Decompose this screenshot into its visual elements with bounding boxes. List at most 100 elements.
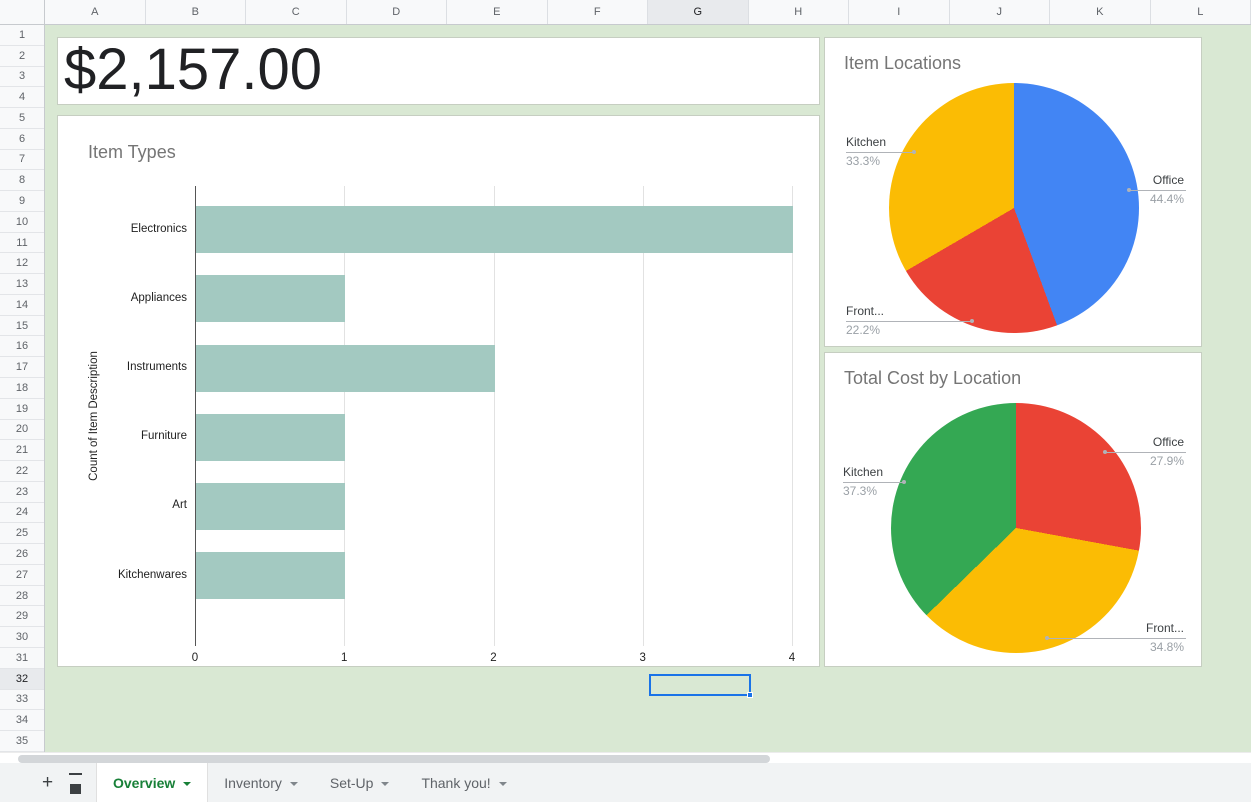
sheet-tab-label: Overview <box>113 774 176 791</box>
selected-cell[interactable] <box>649 674 753 698</box>
item-locations-pie[interactable] <box>889 83 1139 333</box>
column-header-a[interactable]: A <box>45 0 146 24</box>
row-header-33[interactable]: 33 <box>0 690 44 711</box>
column-header-l[interactable]: L <box>1151 0 1251 24</box>
bar-chart-gridline <box>642 186 644 646</box>
pie-slice-percent: 34.8% <box>1149 640 1184 654</box>
bar-chart-x-tick: 2 <box>490 652 497 664</box>
row-header-12[interactable]: 12 <box>0 253 44 275</box>
row-header-8[interactable]: 8 <box>0 170 44 192</box>
sheet-tab-overview[interactable]: Overview <box>96 763 209 802</box>
row-header-5[interactable]: 5 <box>0 108 44 129</box>
horizontal-scrollbar-thumb[interactable] <box>18 755 770 763</box>
row-header-11[interactable]: 11 <box>0 233 44 254</box>
row-header-25[interactable]: 25 <box>0 523 44 545</box>
row-header-13[interactable]: 13 <box>0 274 44 295</box>
row-header-30[interactable]: 30 <box>0 627 44 648</box>
sheet-tab-label: Inventory <box>224 774 282 791</box>
row-header-21[interactable]: 21 <box>0 440 44 462</box>
row-header-24[interactable]: 24 <box>0 503 44 524</box>
row-header-34[interactable]: 34 <box>0 710 44 732</box>
pie-slice-percent: 33.3% <box>846 154 881 168</box>
row-header-15[interactable]: 15 <box>0 316 44 337</box>
column-header-i[interactable]: I <box>849 0 950 24</box>
bar-chart-x-tick: 3 <box>639 652 646 664</box>
column-header-b[interactable]: B <box>146 0 246 24</box>
row-header-7[interactable]: 7 <box>0 150 44 171</box>
row-header-10[interactable]: 10 <box>0 212 44 233</box>
row-header-26[interactable]: 26 <box>0 544 44 565</box>
sheet-grid[interactable]: $2,157.00 Item Types Count of Item Descr… <box>45 25 1251 752</box>
column-header-d[interactable]: D <box>347 0 447 24</box>
select-all-corner[interactable] <box>0 0 45 25</box>
sheet-tab-dropdown-icon[interactable] <box>498 781 507 786</box>
pie-slice-percent: 27.9% <box>1149 454 1184 468</box>
bar-chart-gridline <box>493 186 495 646</box>
sheet-tab-dropdown-icon[interactable] <box>183 781 192 786</box>
row-header-2[interactable]: 2 <box>0 46 44 67</box>
row-header-3[interactable]: 3 <box>0 67 44 88</box>
row-header-19[interactable]: 19 <box>0 399 44 420</box>
row-header-27[interactable]: 27 <box>0 565 44 586</box>
horizontal-scrollbar[interactable] <box>0 752 1251 763</box>
sheet-tab-label: Set-Up <box>329 774 374 791</box>
row-headers: 1 2 3 4 5 6 7 8 9 10 11 12 13 14 15 16 17 18 19 20 21 22 23 24 2… <box>0 25 45 752</box>
row-header-6[interactable]: 6 <box>0 129 44 150</box>
column-header-j[interactable]: J <box>950 0 1050 24</box>
total-value-text: $2,157.00 <box>64 37 323 102</box>
row-header-4[interactable]: 4 <box>0 87 44 109</box>
fill-handle[interactable] <box>747 692 753 698</box>
total-cost-pie[interactable] <box>891 403 1141 653</box>
bar-chart-title: Item Types <box>88 142 176 162</box>
pie-slice-label: Office <box>1152 435 1184 449</box>
total-cost-by-location-chart[interactable]: Total Cost by Location Office 27.9% Front.… <box>824 352 1202 667</box>
total-value-card[interactable]: $2,157.00 <box>57 37 820 105</box>
add-sheet-button[interactable]: + <box>42 772 54 793</box>
column-header-k[interactable]: K <box>1050 0 1151 24</box>
bar-furniture[interactable] <box>196 413 346 461</box>
bar-chart-gridline <box>792 186 793 646</box>
sheet-tab-tools: + <box>0 763 96 802</box>
all-sheets-menu-icon[interactable] <box>69 773 83 784</box>
column-header-f[interactable]: F <box>548 0 648 24</box>
column-header-g[interactable]: G <box>648 0 749 24</box>
pie-leader-line <box>1047 638 1186 639</box>
column-header-c[interactable]: C <box>246 0 347 24</box>
row-header-23[interactable]: 23 <box>0 482 44 503</box>
row-header-18[interactable]: 18 <box>0 378 44 399</box>
item-locations-chart[interactable]: Item Locations Office 44.4% Front... 22.2% K… <box>824 37 1202 347</box>
sheet-tab-set-up[interactable]: Set-Up <box>314 763 406 802</box>
pie-slice-percent: 37.3% <box>843 484 878 498</box>
row-header-28[interactable]: 28 <box>0 586 44 607</box>
row-header-1[interactable]: 1 <box>0 25 44 46</box>
bar-instruments[interactable] <box>196 344 495 392</box>
row-header-22[interactable]: 22 <box>0 461 44 482</box>
bar-art[interactable] <box>196 482 346 530</box>
bar-kitchenwares[interactable] <box>196 552 346 600</box>
row-header-32[interactable]: 32 <box>0 668 44 690</box>
sheet-tab-inventory[interactable]: Inventory <box>208 763 314 802</box>
sheet-tab-thank-you[interactable]: Thank you! <box>405 763 522 802</box>
bar-appliances[interactable] <box>196 275 346 323</box>
sheet-tab-dropdown-icon[interactable] <box>289 781 298 786</box>
row-header-9[interactable]: 9 <box>0 191 44 212</box>
row-header-20[interactable]: 20 <box>0 420 44 441</box>
row-header-16[interactable]: 16 <box>0 336 44 358</box>
pie-leader-line <box>846 321 972 322</box>
row-header-29[interactable]: 29 <box>0 606 44 628</box>
pie-slice-label: Front... <box>1145 621 1184 635</box>
pie-leader-line <box>1105 452 1186 453</box>
pie-slice-label: Front... <box>846 304 885 318</box>
row-header-17[interactable]: 17 <box>0 357 44 379</box>
column-header-e[interactable]: E <box>447 0 548 24</box>
row-header-31[interactable]: 31 <box>0 648 44 669</box>
bar-electronics[interactable] <box>196 206 793 254</box>
row-header-14[interactable]: 14 <box>0 295 44 316</box>
column-header-h[interactable]: H <box>749 0 849 24</box>
sheet-tab-dropdown-icon[interactable] <box>381 781 390 786</box>
pie-leader-dot <box>912 150 916 154</box>
bar-chart-x-tick: 1 <box>341 652 348 664</box>
row-header-35[interactable]: 35 <box>0 731 44 752</box>
pie-slice-label: Kitchen <box>843 465 884 479</box>
